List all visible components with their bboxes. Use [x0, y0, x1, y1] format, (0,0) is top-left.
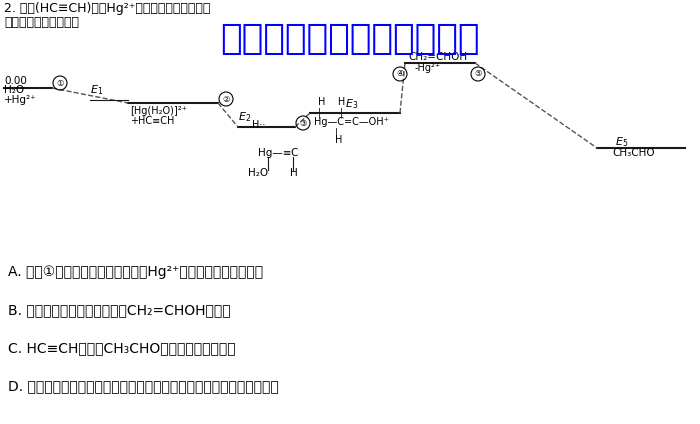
Text: 示。下列说法正确的是: 示。下列说法正确的是	[4, 16, 79, 29]
Text: ①: ①	[56, 78, 64, 87]
Text: H: H	[335, 135, 342, 145]
Text: H: H	[290, 168, 298, 178]
Text: H₂O: H₂O	[4, 85, 24, 95]
Text: CH₃CHO: CH₃CHO	[612, 148, 654, 158]
Text: ⑤: ⑤	[475, 70, 482, 78]
Text: |: |	[335, 127, 338, 137]
Text: H₂O: H₂O	[248, 168, 268, 178]
Text: $E_2$: $E_2$	[238, 110, 251, 124]
Text: H    H: H H	[318, 97, 345, 107]
Text: $E_3$: $E_3$	[345, 97, 358, 111]
Text: A. 过程①中，水分子中的氧原子向Hg²⁺的空轨道提供孤对电子: A. 过程①中，水分子中的氧原子向Hg²⁺的空轨道提供孤对电子	[8, 265, 263, 279]
Text: 0.00: 0.00	[4, 76, 27, 86]
Text: ②: ②	[223, 95, 230, 103]
Text: Hg—≡: Hg—≡	[258, 148, 291, 158]
Text: 微信公众号关注：趣找答案: 微信公众号关注：趣找答案	[220, 22, 480, 56]
Text: -Hg²⁺: -Hg²⁺	[415, 63, 441, 73]
Text: D. 其他条件不变时，更换其他催化剂可改变由乙炔和水制备乙醛的焓变: D. 其他条件不变时，更换其他催化剂可改变由乙炔和水制备乙醛的焓变	[8, 379, 279, 393]
Text: 2. 乙炔(HC≡CH)能在Hg²⁺催化下与水反应生成乙: 2. 乙炔(HC≡CH)能在Hg²⁺催化下与水反应生成乙	[4, 2, 211, 15]
Text: ③: ③	[300, 118, 307, 128]
Text: ④: ④	[396, 70, 404, 78]
Text: +Hg²⁺: +Hg²⁺	[4, 95, 36, 105]
Text: C. HC≡CH转化为CH₃CHO的过程涉及消去反应: C. HC≡CH转化为CH₃CHO的过程涉及消去反应	[8, 341, 236, 355]
Text: [Hg(H₂O)]²⁺: [Hg(H₂O)]²⁺	[130, 106, 187, 116]
Text: B. 本反应历程涉及的物质中，CH₂=CHOH最稳定: B. 本反应历程涉及的物质中，CH₂=CHOH最稳定	[8, 303, 230, 317]
Text: CH₂=CHOH: CH₂=CHOH	[408, 52, 467, 62]
Text: +HC≡CH: +HC≡CH	[130, 116, 174, 126]
Text: H··: H··	[252, 120, 265, 130]
Text: $E_5$: $E_5$	[615, 135, 629, 149]
Text: $E_1$: $E_1$	[90, 83, 104, 97]
Text: Hg—C=C—OH⁺: Hg—C=C—OH⁺	[314, 117, 389, 127]
Text: |      |: | |	[318, 107, 343, 117]
Text: C: C	[290, 148, 298, 158]
